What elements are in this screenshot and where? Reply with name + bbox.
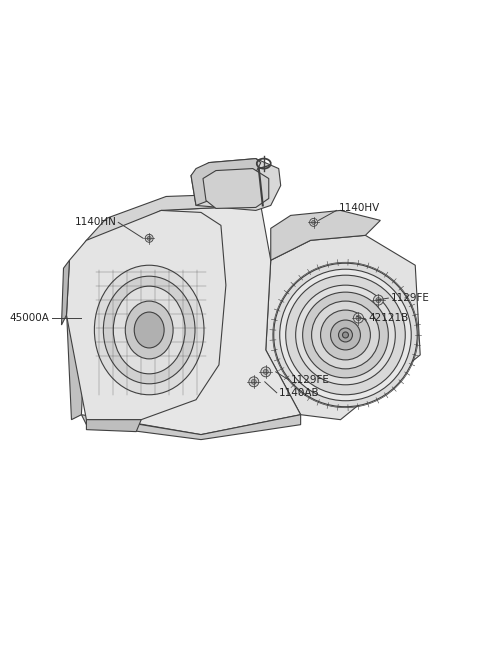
- Circle shape: [376, 298, 381, 302]
- Ellipse shape: [103, 276, 195, 384]
- Circle shape: [353, 313, 363, 323]
- Text: 1140HN: 1140HN: [74, 217, 116, 228]
- Polygon shape: [86, 194, 261, 240]
- Text: 42121B: 42121B: [369, 313, 408, 323]
- Circle shape: [321, 310, 371, 360]
- Circle shape: [312, 301, 379, 369]
- Circle shape: [252, 379, 256, 384]
- Circle shape: [145, 234, 153, 242]
- Circle shape: [261, 367, 271, 377]
- Circle shape: [331, 320, 360, 350]
- Circle shape: [274, 263, 417, 407]
- Circle shape: [147, 236, 151, 240]
- Text: 1140AB: 1140AB: [279, 388, 319, 398]
- Ellipse shape: [134, 312, 164, 348]
- Polygon shape: [191, 159, 261, 205]
- Polygon shape: [67, 211, 226, 420]
- Polygon shape: [61, 260, 70, 325]
- Circle shape: [343, 332, 348, 338]
- Circle shape: [302, 292, 388, 378]
- Polygon shape: [82, 205, 300, 435]
- Circle shape: [286, 275, 405, 395]
- Text: 1140HV: 1140HV: [338, 203, 380, 213]
- Polygon shape: [271, 211, 380, 260]
- Circle shape: [263, 369, 268, 375]
- Ellipse shape: [95, 265, 204, 395]
- Polygon shape: [82, 415, 300, 440]
- Polygon shape: [86, 420, 141, 432]
- Polygon shape: [67, 240, 86, 420]
- Circle shape: [280, 269, 411, 401]
- Polygon shape: [266, 236, 420, 420]
- Circle shape: [312, 220, 315, 224]
- Circle shape: [249, 377, 259, 387]
- Circle shape: [338, 328, 352, 342]
- Circle shape: [356, 316, 361, 321]
- Circle shape: [296, 285, 396, 385]
- Circle shape: [310, 218, 318, 226]
- Polygon shape: [191, 159, 281, 211]
- Text: 1129FE: 1129FE: [390, 293, 429, 303]
- Polygon shape: [203, 169, 269, 209]
- Text: 45000A: 45000A: [10, 313, 49, 323]
- Text: 1129FE: 1129FE: [291, 375, 330, 385]
- Ellipse shape: [125, 301, 173, 359]
- Ellipse shape: [113, 286, 185, 374]
- Circle shape: [373, 295, 384, 305]
